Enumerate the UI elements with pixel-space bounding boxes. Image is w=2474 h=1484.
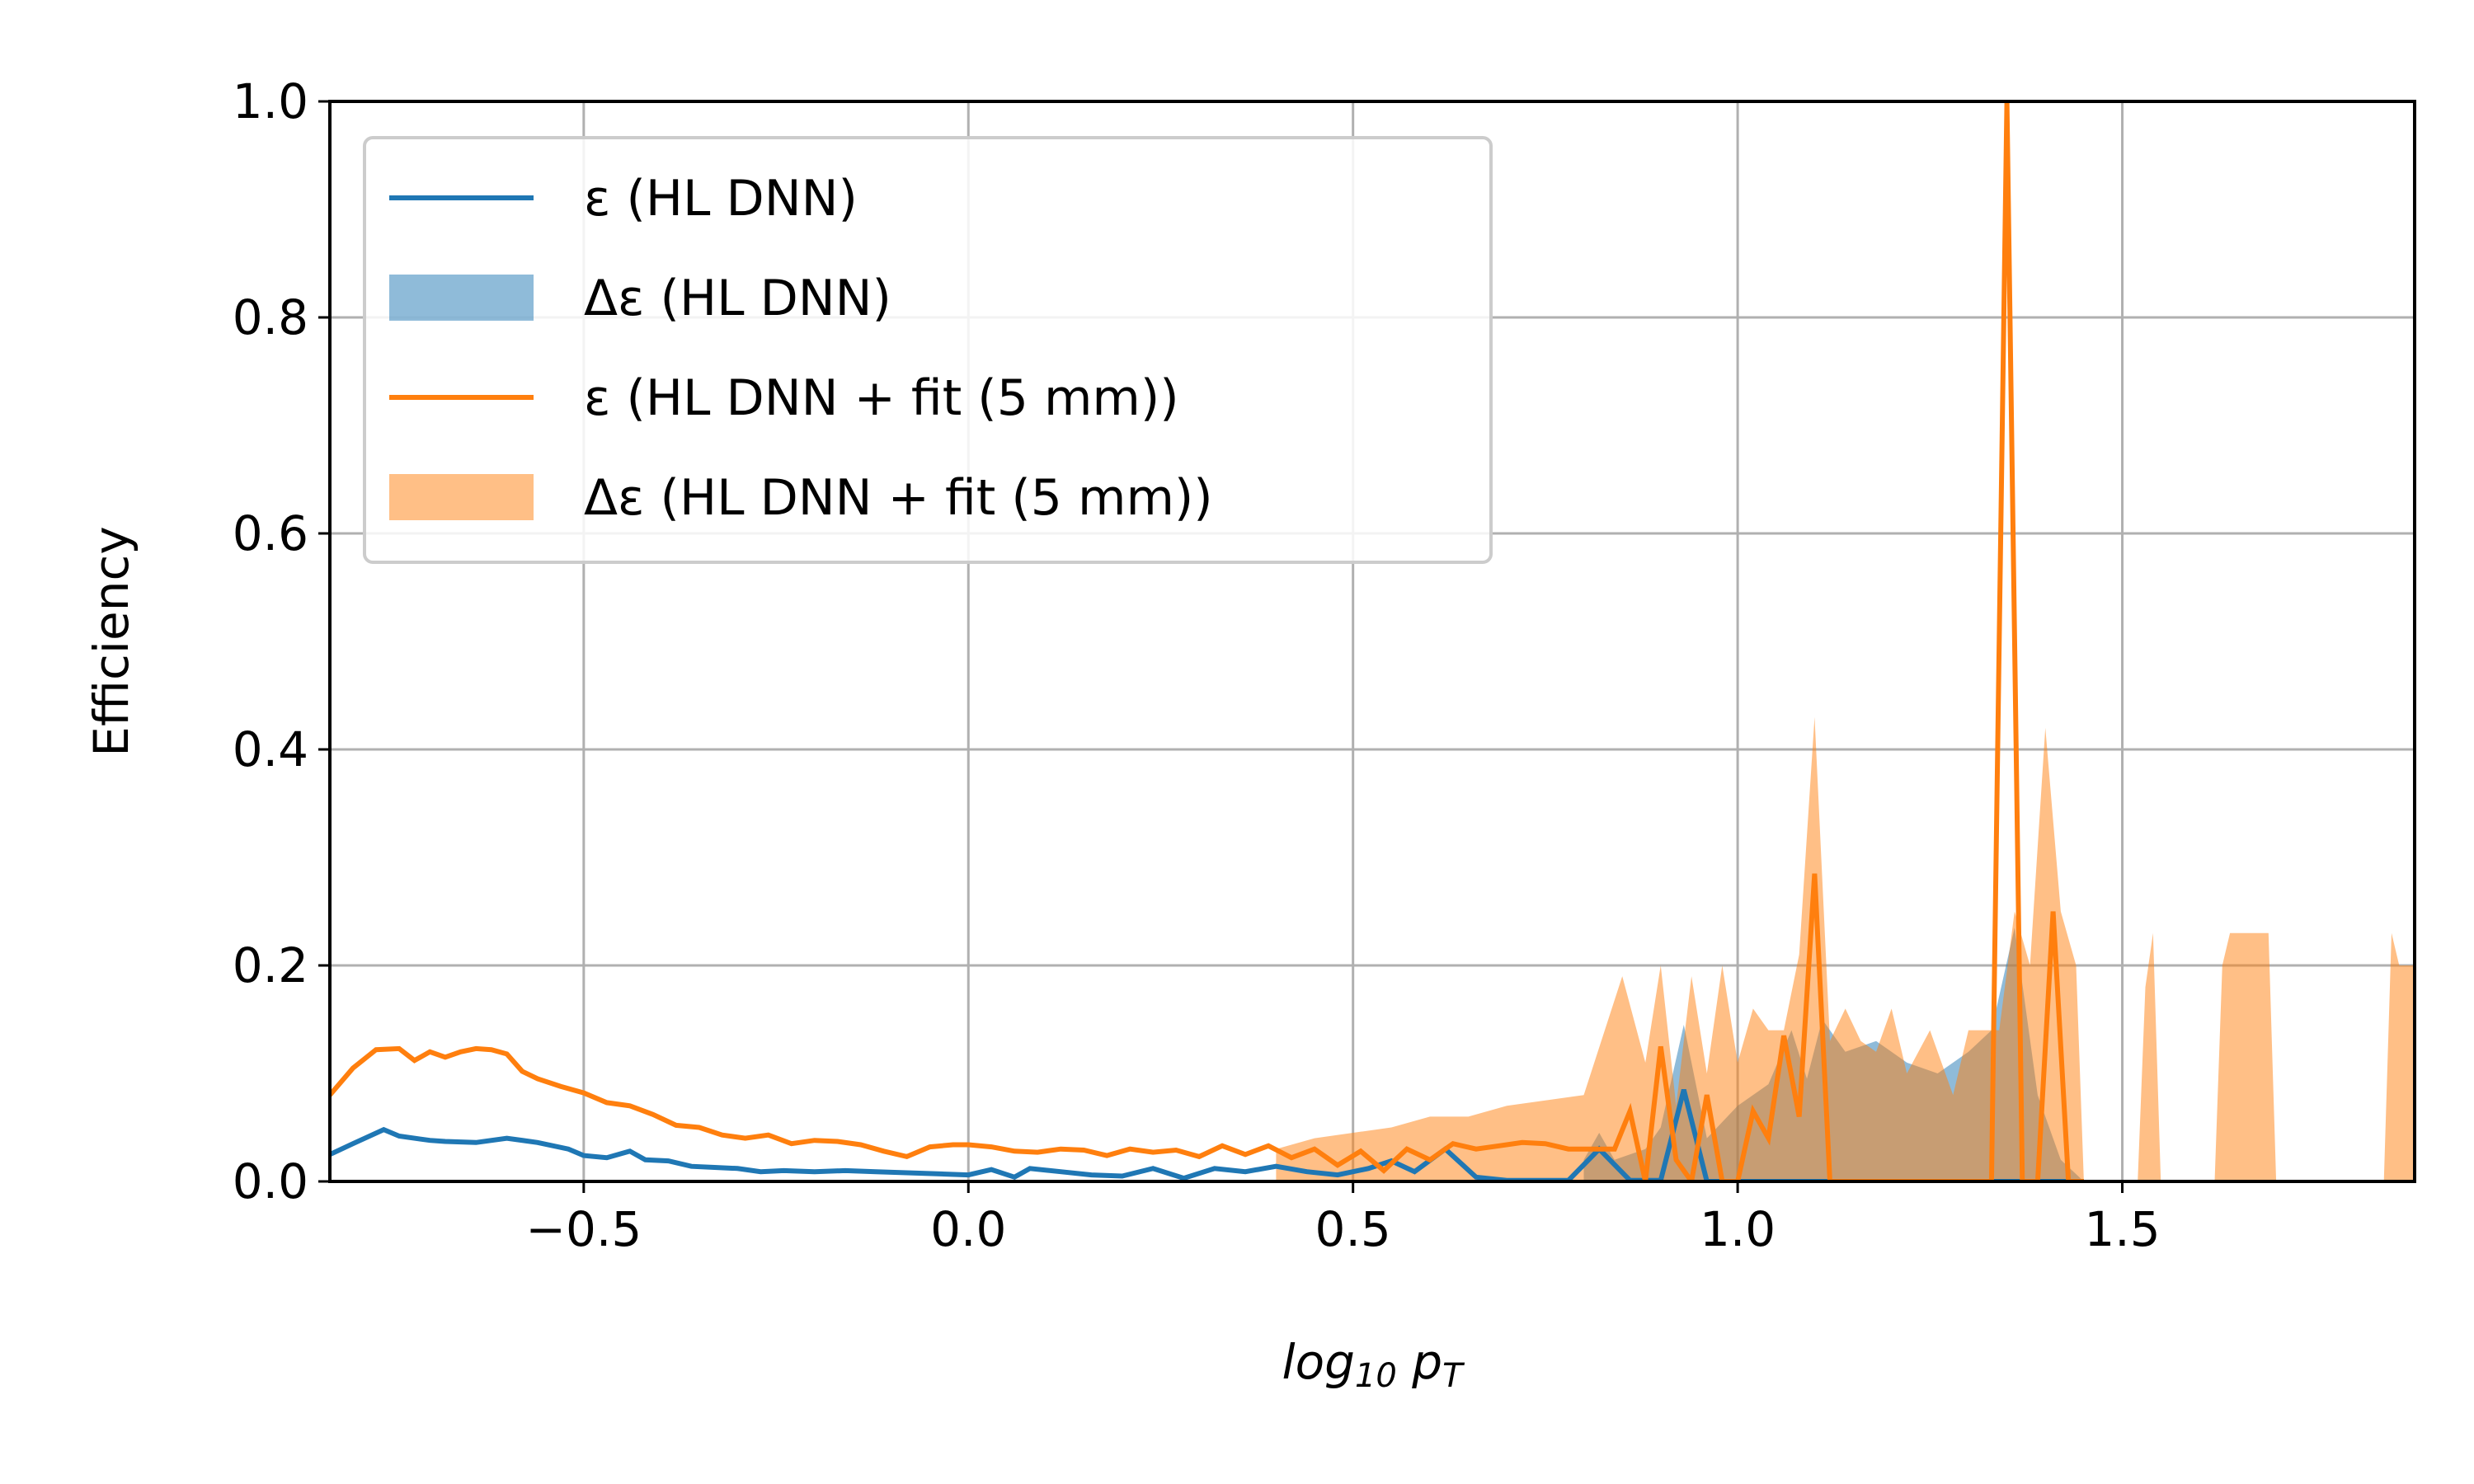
y-axis: 0.0 0.2 0.4 0.6 0.8 1.0 xyxy=(233,73,330,1209)
band-hl-dnn-fit xyxy=(1276,716,2415,1181)
line-hl-dnn xyxy=(330,1088,2084,1181)
efficiency-lines xyxy=(330,101,2084,1181)
legend-label-line-hl-dnn: ε (HL DNN) xyxy=(584,170,858,228)
line-hl-dnn-fit xyxy=(330,101,2084,1181)
x-tick-label: 0.0 xyxy=(930,1201,1006,1257)
x-axis-label: log10 pT xyxy=(1282,1334,1465,1395)
legend: ε (HL DNN) Δε (HL DNN) ε (HL DNN + fit (5 … xyxy=(363,136,1493,564)
y-tick-label: 1.0 xyxy=(233,73,308,129)
y-tick-label: 0.8 xyxy=(233,289,308,345)
y-axis-label: Efficiency xyxy=(83,526,139,756)
legend-label-band-hl-dnn-fit: Δε (HL DNN + fit (5 mm)) xyxy=(584,469,1213,527)
plot-frame xyxy=(328,100,2416,1183)
legend-swatch-band-hl-dnn xyxy=(389,275,534,321)
x-tick-label: −0.5 xyxy=(525,1201,642,1257)
legend-box xyxy=(363,136,1493,564)
y-tick-label: 0.2 xyxy=(233,937,308,993)
legend-label-line-hl-dnn-fit: ε (HL DNN + fit (5 mm)) xyxy=(584,369,1179,427)
y-tick-label: 0.6 xyxy=(233,505,308,561)
legend-label-band-hl-dnn: Δε (HL DNN) xyxy=(584,270,891,327)
y-tick-label: 0.4 xyxy=(233,721,308,777)
legend-swatch-band-hl-dnn-fit xyxy=(389,474,534,520)
x-tick-label: 0.5 xyxy=(1315,1201,1391,1257)
uncertainty-bands xyxy=(1276,716,2415,1181)
x-tick-label: 1.5 xyxy=(2084,1201,2160,1257)
x-tick-label: 1.0 xyxy=(1700,1201,1776,1257)
x-axis: −0.5 0.0 0.5 1.0 1.5 xyxy=(525,1181,2161,1257)
y-tick-label: 0.0 xyxy=(233,1153,308,1209)
